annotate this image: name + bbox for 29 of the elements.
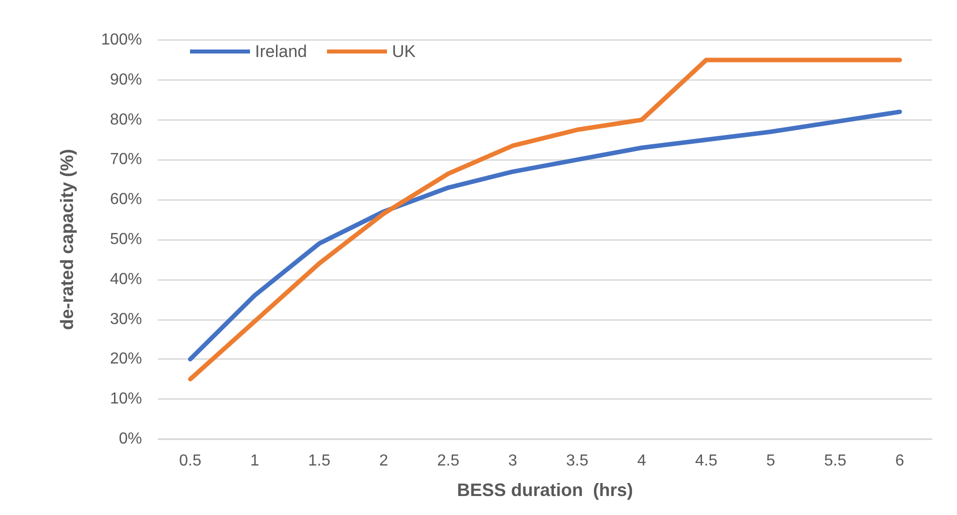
y-tick-label: 50%	[110, 231, 142, 248]
y-tick-label: 10%	[110, 390, 142, 408]
y-tick-label: 100%	[101, 32, 142, 48]
line-series	[188, 110, 902, 362]
x-tick-label: 4	[637, 452, 646, 470]
y-tick-label: 30%	[110, 310, 142, 328]
y-tick-label: 60%	[110, 191, 142, 208]
y-tick-label: 90%	[110, 71, 142, 88]
x-tick-label: 6	[895, 452, 904, 470]
y-tick-label: 0%	[118, 430, 142, 448]
y-tick-label: 20%	[110, 350, 142, 368]
x-tick-label: 1	[250, 452, 260, 470]
legend-label: Ireland	[255, 42, 307, 61]
x-tick-label: 2	[379, 452, 388, 470]
y-axis-title: de-rated capacity (%)	[57, 148, 77, 330]
x-tick-label: 1.5	[308, 452, 330, 470]
legend-label: UK	[392, 42, 416, 61]
x-tick-label: 0.5	[179, 452, 202, 470]
x-tick-label: 2.5	[437, 452, 460, 470]
y-tick-label: 80%	[110, 111, 142, 128]
y-tick-label: 40%	[110, 270, 142, 288]
y-tick-label: 70%	[110, 151, 142, 168]
x-tick-label: 3.5	[566, 452, 588, 470]
x-axis-title: BESS duration (hrs)	[456, 480, 634, 500]
line-series	[188, 58, 902, 382]
x-tick-label: 5.5	[824, 452, 846, 470]
x-tick-label: 3	[508, 452, 518, 470]
x-tick-label: 5	[766, 452, 776, 470]
x-tick-label: 4.5	[695, 452, 718, 470]
